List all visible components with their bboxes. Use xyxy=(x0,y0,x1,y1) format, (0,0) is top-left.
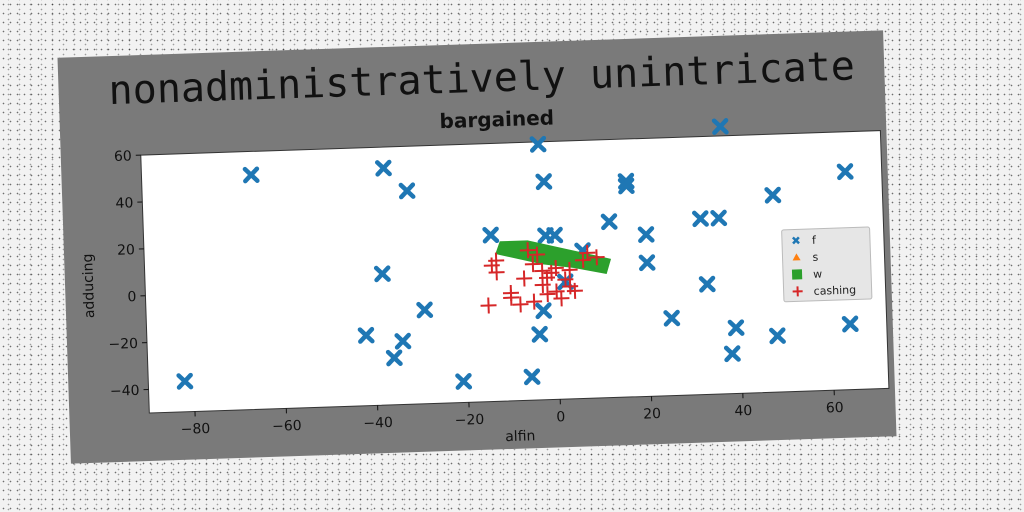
point-f xyxy=(764,186,782,204)
point-f xyxy=(416,301,434,319)
point-cashing xyxy=(579,244,596,261)
point-f xyxy=(394,332,412,350)
point-cashing xyxy=(519,242,536,259)
point-cashing xyxy=(561,261,578,278)
point-f xyxy=(617,172,635,190)
point-f xyxy=(617,177,635,195)
legend-marker-cashing xyxy=(792,286,803,297)
point-f xyxy=(176,372,194,390)
axis-ticks: −80 −60 −40 −20 0 20 40 60 −40 −20 0 20 40 60 xyxy=(108,148,844,438)
legend-label-s: s xyxy=(812,251,818,264)
x-tick-label: 0 xyxy=(556,409,565,425)
x-tick-label: 40 xyxy=(734,403,752,420)
point-cashing xyxy=(503,289,520,306)
series-w-area xyxy=(495,240,612,274)
legend-label-cashing: cashing xyxy=(813,283,856,297)
point-f xyxy=(710,209,728,227)
point-cashing xyxy=(588,249,605,266)
chart-figure: nonadministratively unintricate bargaine… xyxy=(80,43,890,445)
legend: fsw cashing xyxy=(781,226,873,303)
point-cashing xyxy=(529,246,546,263)
point-cashing xyxy=(516,270,533,287)
point-f xyxy=(600,213,618,231)
point-f xyxy=(374,159,392,177)
point-f xyxy=(529,135,547,153)
legend-marker-s xyxy=(792,253,801,261)
point-f xyxy=(698,275,716,293)
point-cashing xyxy=(524,256,541,273)
point-f xyxy=(535,173,553,191)
point-f xyxy=(242,166,260,184)
data-marks xyxy=(176,118,859,390)
point-f xyxy=(523,368,541,386)
x-tick-label: 60 xyxy=(826,400,844,417)
point-f xyxy=(711,118,729,135)
point-f xyxy=(637,226,655,243)
point-f xyxy=(398,182,416,200)
legend-label-f: f xyxy=(812,234,817,247)
legend-label-w: w xyxy=(813,268,822,281)
point-f xyxy=(546,226,564,244)
point-f xyxy=(385,349,403,367)
point-f xyxy=(455,372,473,390)
point-cashing xyxy=(547,260,564,277)
x-tick-label: −60 xyxy=(272,418,302,435)
legend-marker-f xyxy=(792,236,800,245)
x-axis-label: alfin xyxy=(505,428,536,445)
point-f xyxy=(482,226,500,244)
point-cashing xyxy=(488,264,505,281)
banner-title: nonadministratively unintricate xyxy=(108,43,856,114)
plot-area xyxy=(140,130,890,414)
point-f xyxy=(836,163,854,181)
point-cashing xyxy=(512,296,529,313)
y-tick-label: 20 xyxy=(117,242,135,259)
point-f xyxy=(692,210,709,228)
point-f xyxy=(357,326,375,344)
y-tick-label: 40 xyxy=(115,195,133,212)
legend-box xyxy=(781,226,873,303)
y-tick-label: −20 xyxy=(108,336,138,353)
x-tick-label: 20 xyxy=(643,406,661,423)
x-tick-label: −80 xyxy=(181,421,211,438)
chart-title: bargained xyxy=(439,105,554,133)
point-cashing xyxy=(539,286,556,303)
y-tick-label: −40 xyxy=(110,383,140,400)
point-f xyxy=(638,254,656,272)
point-cashing xyxy=(480,297,497,314)
y-axis-label: adducing xyxy=(80,253,98,318)
y-tick-label: 60 xyxy=(114,148,132,165)
point-f xyxy=(841,315,859,333)
point-f xyxy=(373,265,391,283)
point-f xyxy=(769,327,786,345)
point-f xyxy=(531,325,549,343)
y-tick-label: 0 xyxy=(127,289,136,305)
point-f xyxy=(727,319,745,337)
legend-marker-w xyxy=(791,269,803,280)
point-cashing xyxy=(553,290,570,307)
chart-card: nonadministratively unintricate bargaine… xyxy=(57,30,897,464)
point-cashing xyxy=(526,293,543,310)
x-tick-label: −40 xyxy=(363,415,393,432)
point-f xyxy=(663,309,681,327)
point-cashing xyxy=(566,282,583,299)
point-f xyxy=(723,345,741,363)
point-f xyxy=(535,302,553,320)
x-tick-label: −20 xyxy=(454,412,484,429)
